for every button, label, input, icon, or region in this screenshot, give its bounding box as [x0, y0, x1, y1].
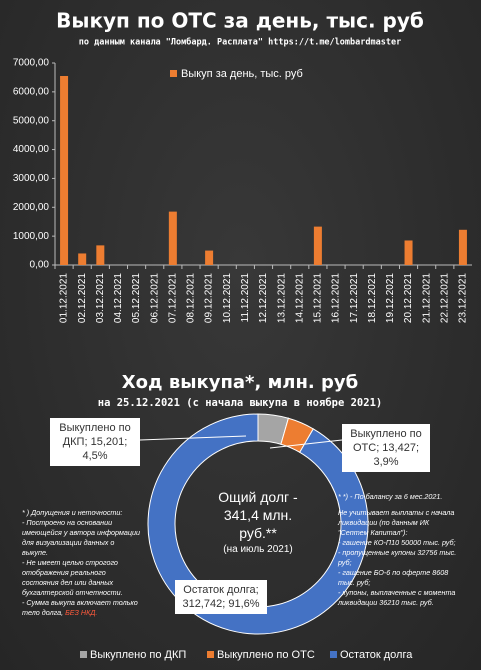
- data-label: Выкуплено по ОТС; 13,427; 3,9%: [342, 424, 430, 472]
- y-tick-label: 0,00: [30, 260, 50, 271]
- y-tick-label: 4000,00: [13, 144, 50, 155]
- x-tick-label: 12.12.2021: [258, 273, 269, 323]
- note-line: * *) - По балансу за 6 мес.2021.: [338, 492, 443, 501]
- x-tick-label: 06.12.2021: [149, 273, 160, 323]
- center-line: Ощий долг -: [218, 489, 298, 505]
- x-tick-label: 18.12.2021: [367, 273, 378, 323]
- x-tick-label: 08.12.2021: [186, 273, 197, 323]
- x-tick-label: 19.12.2021: [385, 273, 396, 323]
- legend-swatch: [207, 651, 214, 658]
- note-line: - Сумма выкупа включает только тело долг…: [22, 598, 138, 617]
- note-line: - пропущенные купоны 32756 тыс. руб;: [338, 548, 457, 567]
- x-tick-label: 05.12.2021: [131, 273, 142, 323]
- x-tick-label: 13.12.2021: [276, 273, 287, 323]
- x-tick-label: 14.12.2021: [294, 273, 305, 323]
- x-tick-label: 20.12.2021: [403, 273, 414, 323]
- x-tick-label: 10.12.2021: [222, 273, 233, 323]
- note-highlight: БЕЗ НКД.: [65, 608, 98, 617]
- x-tick-label: 11.12.2021: [240, 273, 251, 323]
- bar: [78, 253, 87, 265]
- y-tick-label: 7000,00: [13, 58, 50, 69]
- legend-swatch: [80, 651, 87, 658]
- note-line: - купоны, выплаченные с момента ликвидац…: [338, 588, 456, 607]
- chart-subtitle: на 25.12.2021 (с начала выкупа в ноябре …: [98, 397, 382, 409]
- x-tick-label: 07.12.2021: [167, 273, 178, 323]
- x-tick-label: 09.12.2021: [204, 273, 215, 323]
- note-line: Не учитывает выплаты с начала ликвидации…: [338, 508, 455, 537]
- bar: [404, 240, 413, 265]
- center-line: 341,4 млн.: [223, 507, 293, 523]
- bar: [168, 211, 177, 265]
- note-line: * ) Допущения и неточности:: [22, 508, 123, 517]
- notes-left: * ) Допущения и неточности: - Построено н…: [22, 508, 140, 618]
- note-line: - Построено на основании имеющейся у авт…: [22, 518, 141, 557]
- y-tick-label: 2000,00: [13, 202, 50, 213]
- data-label: Выкуплено по ДКП; 15,201; 4,5%: [50, 418, 140, 466]
- x-tick-label: 16.12.2021: [331, 273, 342, 323]
- data-label: Остаток долга; 312,742; 91,6%: [175, 580, 267, 614]
- center-text: Ощий долг - 341,4 млн. руб.** (на июль 2021…: [178, 488, 338, 558]
- center-line: (на июль 2021): [223, 544, 293, 555]
- center-line: руб.**: [239, 525, 277, 541]
- legend-label: Выкуплено по ОТС: [217, 649, 315, 661]
- x-tick-label: 23.12.2021: [458, 273, 469, 323]
- x-tick-label: 21.12.2021: [421, 273, 432, 323]
- x-tick-label: 03.12.2021: [95, 273, 106, 323]
- bar: [458, 229, 467, 265]
- y-tick-label: 5000,00: [13, 115, 50, 126]
- x-tick-label: 04.12.2021: [113, 273, 124, 323]
- bar: [313, 226, 322, 265]
- legend-swatch: [170, 70, 177, 77]
- bar: [205, 250, 214, 265]
- leader-line: [269, 439, 343, 449]
- note-line: - гашение КО-П10 50000 тыс. руб;: [338, 538, 456, 547]
- x-tick-label: 01.12.2021: [59, 273, 70, 323]
- notes-right: * *) - По балансу за 6 мес.2021. Не учиты…: [338, 492, 458, 608]
- x-tick-label: 02.12.2021: [77, 273, 88, 323]
- x-tick-label: 22.12.2021: [439, 273, 450, 323]
- y-tick-label: 6000,00: [13, 86, 50, 97]
- bar: [96, 245, 105, 265]
- legend-label: Выкуп за день, тыс. руб: [181, 68, 303, 80]
- bar: [60, 75, 69, 265]
- leader-line: [139, 435, 247, 441]
- legend-label: Остаток долга: [340, 649, 413, 661]
- donut-slice: [147, 413, 369, 635]
- x-tick-label: 17.12.2021: [349, 273, 360, 323]
- legend-swatch: [330, 651, 337, 658]
- chart-subtitle: по данным канала "Ломбард. Расплата" htt…: [79, 37, 401, 48]
- note-line: - Не имеет целью строгого отображения ре…: [22, 558, 123, 597]
- y-tick-label: 1000,00: [13, 231, 50, 242]
- chart-title: Выкуп по ОТС за день, тыс. руб: [56, 9, 424, 33]
- x-tick-label: 15.12.2021: [313, 273, 324, 323]
- chart-title: Ход выкупа*, млн. руб: [122, 372, 358, 393]
- note-line: - гашение БО-6 по оферте 8608 тыс. руб;: [338, 568, 449, 587]
- y-tick-label: 3000,00: [13, 173, 50, 184]
- legend-label: Выкуплено по ДКП: [90, 649, 186, 661]
